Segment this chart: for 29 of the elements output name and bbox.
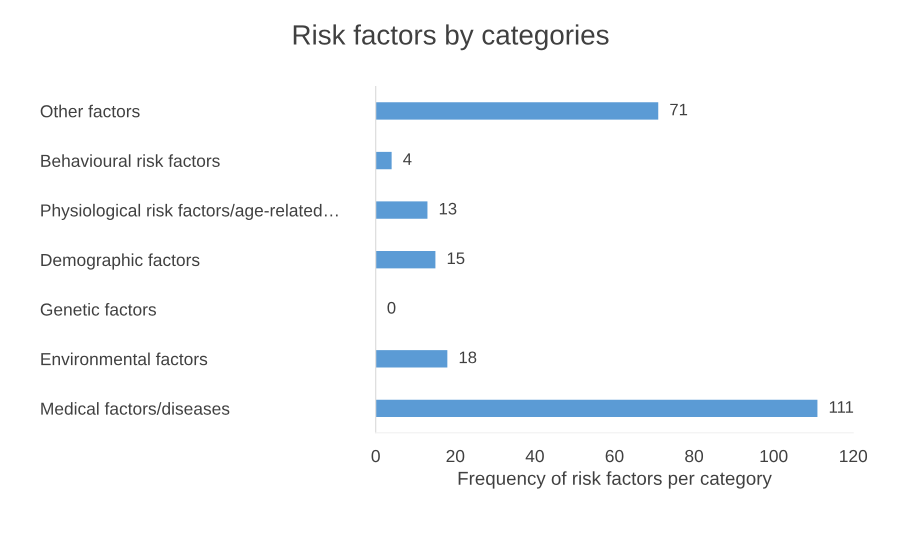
y-tick-label: Behavioural risk factors bbox=[41, 154, 220, 168]
bar bbox=[376, 251, 436, 268]
data-label: 13 bbox=[440, 202, 456, 215]
bar bbox=[376, 102, 658, 120]
chart-title: Risk factors by categories bbox=[294, 24, 609, 50]
bar bbox=[376, 152, 392, 170]
x-tick-label: 100 bbox=[760, 450, 788, 462]
y-tick-label: Physiological risk factors/age-related… bbox=[41, 204, 338, 220]
data-label: 71 bbox=[670, 104, 688, 116]
x-tick-label: 0 bbox=[372, 450, 380, 462]
bar bbox=[376, 201, 428, 219]
x-tick-label: 60 bbox=[606, 450, 624, 462]
x-axis-title: Frequency of risk factors per category bbox=[458, 471, 772, 489]
y-tick-label: Other factors bbox=[40, 104, 140, 118]
data-label: 4 bbox=[403, 153, 412, 165]
x-tick-label: 80 bbox=[685, 450, 704, 462]
data-label: 0 bbox=[387, 302, 396, 314]
x-tick-label: 40 bbox=[526, 450, 544, 462]
y-tick-label: Genetic factors bbox=[40, 302, 156, 316]
data-label: 15 bbox=[448, 252, 464, 264]
bar bbox=[376, 400, 818, 418]
x-tick-label: 20 bbox=[446, 450, 464, 462]
x-tick-label: 120 bbox=[840, 450, 868, 462]
bar bbox=[376, 350, 448, 368]
y-tick-label: Demographic factors bbox=[41, 253, 200, 270]
y-tick-label: Environmental factors bbox=[41, 352, 208, 366]
data-label: 18 bbox=[460, 351, 476, 364]
y-tick-label: Medical factors/diseases bbox=[41, 402, 230, 415]
data-label: 111 bbox=[830, 401, 854, 413]
